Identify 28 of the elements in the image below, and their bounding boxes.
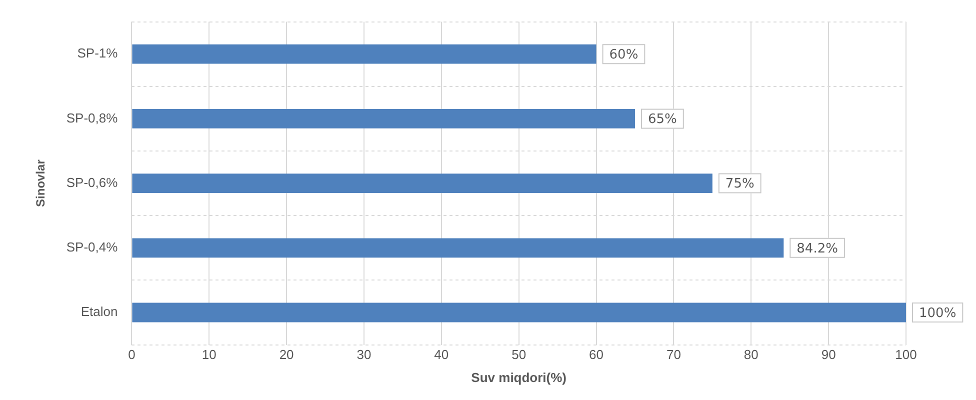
data-label: 65% xyxy=(648,112,677,128)
bar xyxy=(132,44,596,64)
bar xyxy=(132,302,906,322)
y-tick-label: SP-0,4% xyxy=(66,239,118,254)
y-tick-label: SP-0,6% xyxy=(66,174,118,190)
x-axis-title: Suv miqdori(%) xyxy=(471,370,567,385)
bar xyxy=(132,109,635,128)
data-label: 75% xyxy=(725,176,754,192)
x-tick-label: 90 xyxy=(821,347,836,362)
x-tick-label: 100 xyxy=(895,347,917,362)
y-tick-label: Etalon xyxy=(80,304,118,320)
data-label: 100% xyxy=(919,306,956,321)
x-tick-label: 80 xyxy=(744,347,758,362)
x-tick-label: 40 xyxy=(434,347,449,362)
y-tick-label: SP-1% xyxy=(77,46,118,61)
x-tick-label: 70 xyxy=(666,347,681,362)
x-tick-label: 0 xyxy=(128,347,136,362)
x-tick-label: 50 xyxy=(512,347,526,362)
y-tick-label: SP-0,8% xyxy=(66,110,118,126)
x-tick-label: 20 xyxy=(279,347,294,362)
data-label: 84.2% xyxy=(796,241,838,256)
bar xyxy=(132,174,712,193)
x-tick-label: 10 xyxy=(202,347,216,362)
y-axis-title: Sinovlar xyxy=(34,159,48,207)
data-label: 60% xyxy=(609,47,638,62)
bar xyxy=(132,238,784,258)
x-tick-label: 60 xyxy=(589,347,604,362)
x-tick-label: 30 xyxy=(356,347,372,362)
